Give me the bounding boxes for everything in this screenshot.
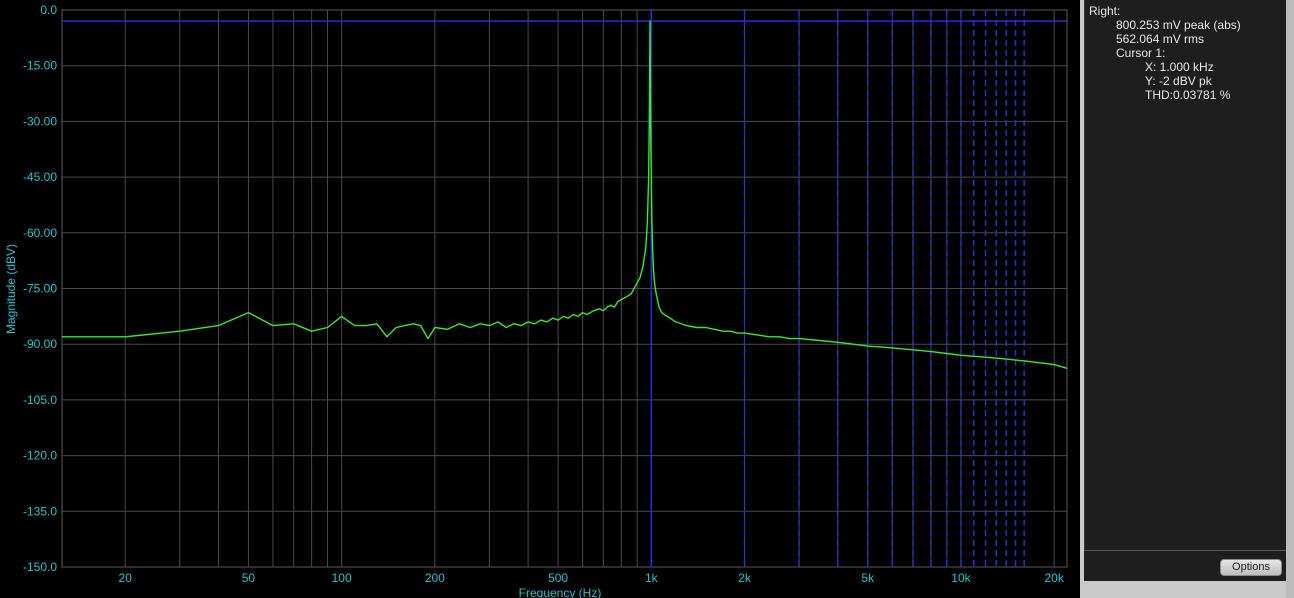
- y-tick-label: -90.00: [23, 337, 57, 351]
- y-tick-label: -60.00: [23, 226, 57, 240]
- options-bar: Options: [1084, 550, 1290, 581]
- info-cursor-x: X: 1.000 kHz: [1145, 60, 1214, 74]
- y-tick-label: -150.0: [23, 560, 57, 574]
- info-panel: Right: 800.253 mV peak (abs) 562.064 mV …: [1080, 0, 1294, 598]
- x-tick-labels: 20 50 100 200 500 1k 2k 5k 10k 20k: [119, 571, 1065, 585]
- info-thd: THD:0.03781 %: [1145, 88, 1231, 102]
- x-tick-label: 500: [548, 571, 568, 585]
- spectrum-chart[interactable]: 0.0 -15.00 -30.00 -45.00 -60.00 -75.00 -90.00 -…: [0, 0, 1080, 598]
- x-tick-label: 2k: [738, 571, 752, 585]
- y-tick-label: -15.00: [23, 59, 57, 73]
- x-tick-label: 100: [332, 571, 352, 585]
- x-tick-label: 20: [119, 571, 133, 585]
- y-tick-label: -75.00: [23, 282, 57, 296]
- spectrum-line: [62, 20, 1068, 369]
- info-channel-label: Right:: [1089, 4, 1121, 18]
- x-tick-label: 50: [242, 571, 256, 585]
- info-cursor-label: Cursor 1:: [1116, 46, 1166, 60]
- info-peak-value: 800.253 mV peak (abs): [1116, 18, 1241, 32]
- harmonic-markers: [62, 10, 1067, 567]
- y-axis-title: Magnitude (dBV): [4, 244, 18, 334]
- info-rms-value: 562.064 mV rms: [1116, 32, 1205, 46]
- y-tick-label: -30.00: [23, 114, 57, 128]
- y-tick-label: -135.0: [23, 504, 57, 518]
- x-tick-label: 200: [425, 571, 445, 585]
- x-tick-label: 20k: [1045, 571, 1065, 585]
- x-tick-label: 1k: [645, 571, 659, 585]
- x-axis-title: Frequency (Hz): [519, 586, 602, 598]
- info-readout: Right: 800.253 mV peak (abs) 562.064 mV …: [1084, 0, 1292, 550]
- options-button[interactable]: Options: [1220, 559, 1282, 576]
- info-cursor-y: Y: -2 dBV pk: [1145, 74, 1212, 88]
- scrollbar[interactable]: [1286, 0, 1294, 598]
- y-tick-label: -120.0: [23, 449, 57, 463]
- plot-frame: [61, 9, 1068, 568]
- y-tick-label: 0.0: [40, 3, 57, 17]
- x-tick-label: 10k: [951, 571, 971, 585]
- y-tick-label: -45.00: [23, 170, 57, 184]
- y-tick-labels: 0.0 -15.00 -30.00 -45.00 -60.00 -75.00 -90.00 -…: [23, 3, 57, 574]
- y-tick-label: -105.0: [23, 393, 57, 407]
- x-tick-label: 5k: [861, 571, 875, 585]
- series-group: [62, 20, 1068, 369]
